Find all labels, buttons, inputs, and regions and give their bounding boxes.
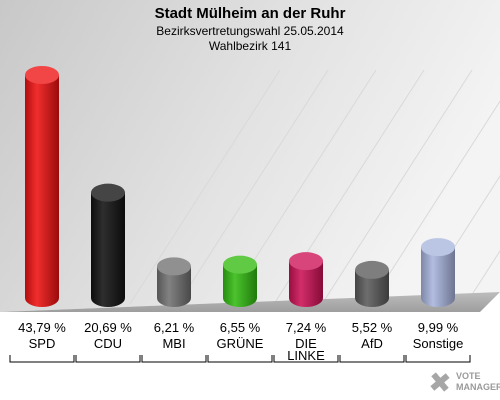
vote-manager-logo: VOTE MANAGER [430,371,500,392]
chart-title: Stadt Mülheim an der Ruhr [155,5,346,22]
value-label: 9,99 % [418,320,459,335]
bar-top [25,66,59,84]
chart-subtitle-line-2: Wahlbezirk 141 [209,39,292,53]
bar-body [355,269,389,307]
bar-die-linke [289,252,323,307]
category-bracket [75,355,141,363]
bar-body [421,247,455,307]
bar-labels: 43,79 %SPD 20,69 %CDU 6,21 %MBI 6,55 %GRÜNE… [9,320,471,363]
category-bracket [339,355,405,363]
value-label: 6,55 % [220,320,261,335]
category-label: LINKE [287,348,325,363]
category-label: GRÜNE [217,336,264,351]
bar-series [25,66,455,307]
bar-body [223,264,257,307]
gridline [465,250,500,305]
bar-body [157,266,191,307]
value-label: 7,24 % [286,320,327,335]
bar-top [157,257,191,276]
category-label: MBI [162,336,185,351]
bar-gr-ne [223,255,257,307]
gridlines [129,69,500,305]
bar-top [355,260,389,279]
gridline [177,69,329,305]
category-label: DIE [295,336,317,351]
gridline [129,69,281,305]
category-bracket [273,355,339,363]
value-label: 6,21 % [154,320,195,335]
bar-body [289,261,323,307]
value-label: 5,52 % [352,320,393,335]
category-bracket [141,355,207,363]
bar-body [25,75,59,307]
category-label: SPD [29,336,56,351]
category-bracket [9,355,75,363]
logo-text-vote: VOTE [456,371,481,381]
bar-top [421,238,455,257]
bar-top [289,252,323,271]
category-bracket [405,355,471,363]
category-label: Sonstige [413,336,464,351]
category-bracket [207,355,273,363]
bar-top [91,183,125,202]
bar-cdu [91,183,125,307]
bar-spd [25,66,59,307]
gridline [369,100,500,305]
chart-subtitle-line-1: Bezirksvertretungswahl 25.05.2014 [156,24,344,38]
bar-mbi [157,257,191,307]
value-label: 43,79 % [18,320,66,335]
bar-sonstige [421,238,455,307]
bar-body [91,192,125,307]
gridline [321,69,473,305]
value-label: 20,69 % [84,320,132,335]
bar-top [223,255,257,274]
category-label: AfD [361,336,383,351]
logo-text-manager: MANAGER [456,382,500,392]
category-label: CDU [94,336,122,351]
bar-afd [355,260,389,307]
